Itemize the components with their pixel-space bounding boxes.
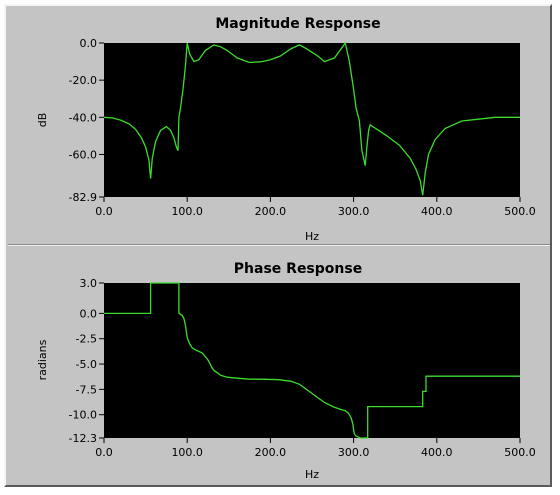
x-tick-label: 0.0 bbox=[95, 205, 113, 218]
phase-trace bbox=[104, 282, 520, 439]
chart-title: Magnitude Response bbox=[215, 16, 380, 32]
x-tick-label: 500.0 bbox=[504, 205, 536, 218]
x-tick-label: 200.0 bbox=[255, 446, 287, 459]
y-tick-label: 0.0 bbox=[80, 307, 98, 320]
magnitude-trace bbox=[103, 41, 520, 196]
x-tick-label: 0.0 bbox=[95, 446, 113, 459]
y-tick-label: -60.0 bbox=[69, 148, 97, 161]
y-tick-label: -82.9 bbox=[69, 191, 97, 204]
y-axis-label: radians bbox=[36, 339, 49, 380]
x-axis-label: Hz bbox=[305, 468, 319, 481]
x-tick-label: 200.0 bbox=[255, 205, 287, 218]
x-tick-label: 400.0 bbox=[421, 446, 453, 459]
y-tick-label: -7.5 bbox=[76, 383, 97, 396]
chart-title: Phase Response bbox=[234, 261, 362, 277]
x-tick-label: 100.0 bbox=[171, 205, 203, 218]
y-axis-label: dB bbox=[36, 113, 49, 128]
y-tick-label: -40.0 bbox=[69, 111, 97, 124]
y-tick-label: -20.0 bbox=[69, 74, 97, 87]
y-tick-label: -2.5 bbox=[76, 333, 97, 346]
phase-response-graph: Phase Response radians Hz 3.0 0.0 -2.5 -5.0… bbox=[36, 261, 536, 481]
x-tick-label: 100.0 bbox=[171, 446, 203, 459]
y-tick-label: 0.0 bbox=[80, 37, 98, 50]
y-tick-label: -5.0 bbox=[76, 358, 97, 371]
y-tick-label: 3.0 bbox=[80, 277, 98, 290]
panel-divider bbox=[8, 244, 550, 246]
plot-area bbox=[104, 43, 520, 197]
x-axis-label: Hz bbox=[305, 230, 319, 243]
magnitude-response-graph: Magnitude Response dB Hz 0.0 -20.0 -40.0 -6… bbox=[36, 16, 536, 243]
x-tick-label: 400.0 bbox=[421, 205, 453, 218]
x-tick-label: 300.0 bbox=[338, 205, 370, 218]
y-tick-label: -10.0 bbox=[69, 409, 97, 422]
y-tick-label: -12.3 bbox=[69, 432, 97, 445]
plot-area bbox=[104, 283, 520, 438]
x-tick-label: 500.0 bbox=[504, 446, 536, 459]
x-tick-label: 300.0 bbox=[338, 446, 370, 459]
